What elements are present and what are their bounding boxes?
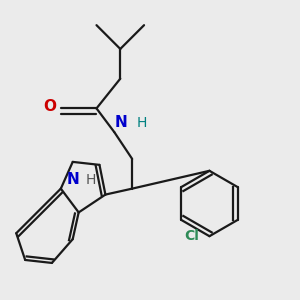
Text: N: N bbox=[115, 115, 128, 130]
Text: O: O bbox=[44, 99, 56, 114]
Text: H: H bbox=[136, 116, 147, 130]
Text: N: N bbox=[66, 172, 79, 187]
Text: Cl: Cl bbox=[184, 229, 199, 243]
Text: H: H bbox=[86, 173, 97, 187]
